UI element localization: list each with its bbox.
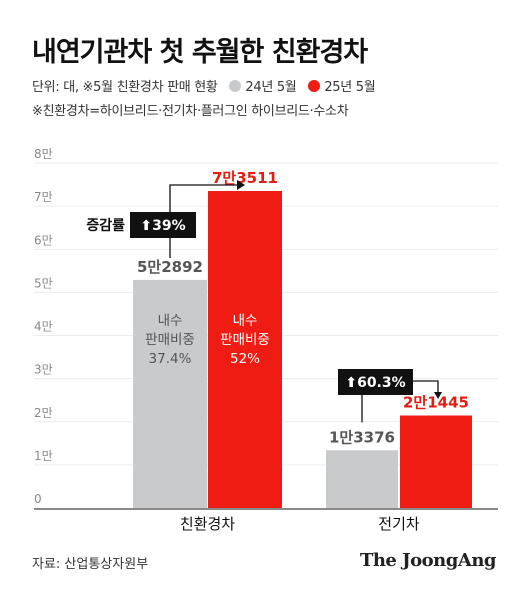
y-tick-label: 6만: [34, 233, 53, 247]
bar-2025-0: [208, 190, 282, 508]
legend-label-2024: 24년 5월: [245, 80, 297, 95]
bar-2024-0: [133, 279, 207, 508]
chart-title: 내연기관차 첫 추월한 친환경차: [32, 37, 368, 68]
y-tick-label: 2만: [34, 406, 53, 420]
legend-label-2025: 25년 5월: [324, 80, 376, 95]
y-tick-label: 8만: [34, 147, 53, 161]
growth-badge-ev-text: ⬆60.3%: [345, 375, 405, 391]
growth-arrowhead-ev: [434, 392, 442, 399]
bar-2024-1: [326, 450, 398, 508]
y-tick-label: 7만: [34, 190, 53, 204]
bar-value-label: 7만3511: [212, 169, 278, 187]
definition-note: ※친환경차=하이브리드·전기차·플러그인 하이브리드·수소차: [32, 104, 349, 119]
share-text-2024: 내수: [158, 313, 183, 329]
unit-note: 단위: 대, ※5월 친환경차 판매 현황: [32, 80, 218, 95]
y-tick-label: 5만: [34, 276, 53, 290]
subtitle-legend-row: 단위: 대, ※5월 친환경차 판매 현황 24년 5월 25년 5월: [32, 76, 376, 95]
growth-arrowhead-eco: [237, 180, 245, 190]
bar-value-label: 1만3376: [329, 428, 395, 446]
y-tick-label: 0: [34, 492, 42, 506]
growth-badge-eco-text: ⬆39%: [140, 218, 185, 234]
share-text-2024: 판매비중: [145, 332, 195, 348]
share-text-2025: 내수: [233, 313, 258, 329]
brand-logo: The JoongAng: [359, 550, 497, 571]
x-tick-label: 전기차: [378, 515, 420, 533]
y-tick-label: 4만: [34, 320, 53, 334]
growth-label: 증감률: [86, 217, 125, 234]
growth-badge-eco: [130, 212, 196, 238]
bar-value-label: 5만2892: [137, 258, 203, 276]
y-tick-label: 3만: [34, 363, 53, 377]
legend-swatch-2025: [308, 80, 321, 92]
x-tick-label: 친환경차: [180, 515, 235, 533]
y-tick-label: 1만: [34, 449, 53, 463]
bar-2025-1: [400, 415, 472, 508]
legend-swatch-2024: [229, 80, 242, 92]
source-note: 자료: 산업통상자원부: [32, 557, 149, 572]
share-text-2025: 52%: [230, 351, 260, 367]
share-text-2025: 판매비중: [220, 332, 270, 348]
share-text-2024: 37.4%: [149, 351, 192, 367]
growth-badge-ev: [338, 369, 413, 395]
bar-value-label: 2만1445: [403, 394, 469, 412]
